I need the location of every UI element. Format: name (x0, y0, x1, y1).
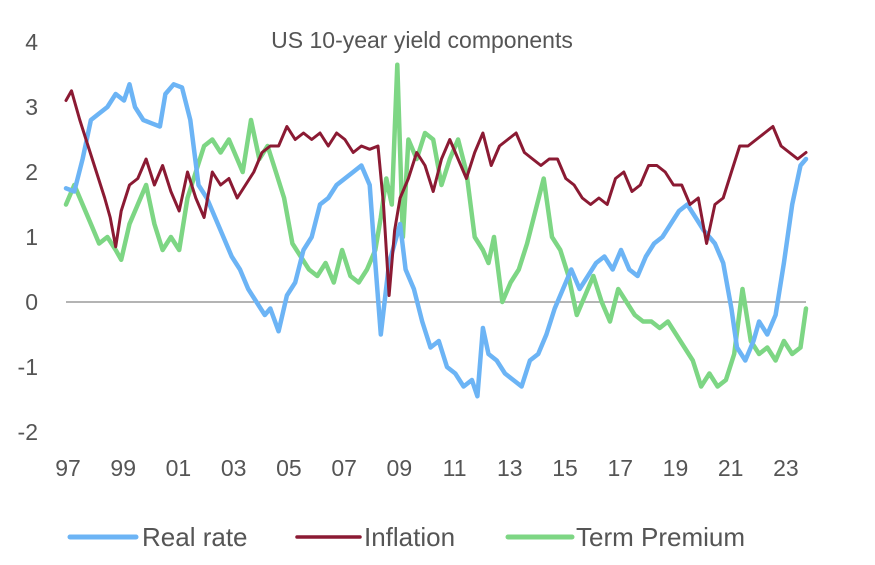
y-axis-ticks: 4 3 2 1 0 -1 -2 (18, 29, 39, 445)
legend-item-term-premium: Term Premium (505, 522, 745, 552)
x-tick-label: 15 (552, 455, 578, 481)
legend-item-real-rate: Real rate (67, 522, 248, 552)
series-line-term-premium (63, 62, 809, 389)
y-tick-label: 4 (25, 29, 38, 55)
series-lines (63, 62, 809, 399)
x-tick-label: 23 (773, 455, 799, 481)
x-tick-label: 07 (331, 455, 357, 481)
y-tick-label: 0 (25, 289, 38, 315)
legend: Real rate Inflation Term Premium (67, 522, 745, 552)
chart-title: US 10-year yield components (271, 27, 573, 53)
y-tick-label: -2 (18, 419, 38, 445)
x-tick-label: 09 (387, 455, 413, 481)
y-tick-label: 2 (25, 159, 38, 185)
x-tick-label: 21 (718, 455, 744, 481)
y-tick-label: 3 (25, 94, 38, 120)
x-tick-label: 05 (276, 455, 302, 481)
x-tick-label: 19 (663, 455, 689, 481)
x-tick-label: 11 (443, 455, 467, 481)
series-line-real-rate (63, 82, 809, 399)
legend-label-term-premium: Term Premium (576, 522, 745, 552)
x-tick-label: 13 (497, 455, 523, 481)
y-tick-label: 1 (25, 224, 38, 250)
legend-item-inflation: Inflation (295, 522, 455, 552)
x-tick-label: 17 (607, 455, 633, 481)
x-tick-label: 03 (221, 455, 247, 481)
x-axis-ticks: 97 99 01 03 05 07 09 11 13 15 17 19 21 23 (55, 455, 799, 481)
y-tick-label: -1 (18, 354, 38, 380)
x-tick-label: 99 (110, 455, 136, 481)
legend-label-real-rate: Real rate (142, 522, 248, 552)
legend-label-inflation: Inflation (364, 522, 455, 552)
x-tick-label: 01 (166, 455, 192, 481)
series-line-inflation (64, 89, 808, 297)
x-tick-label: 97 (55, 455, 81, 481)
